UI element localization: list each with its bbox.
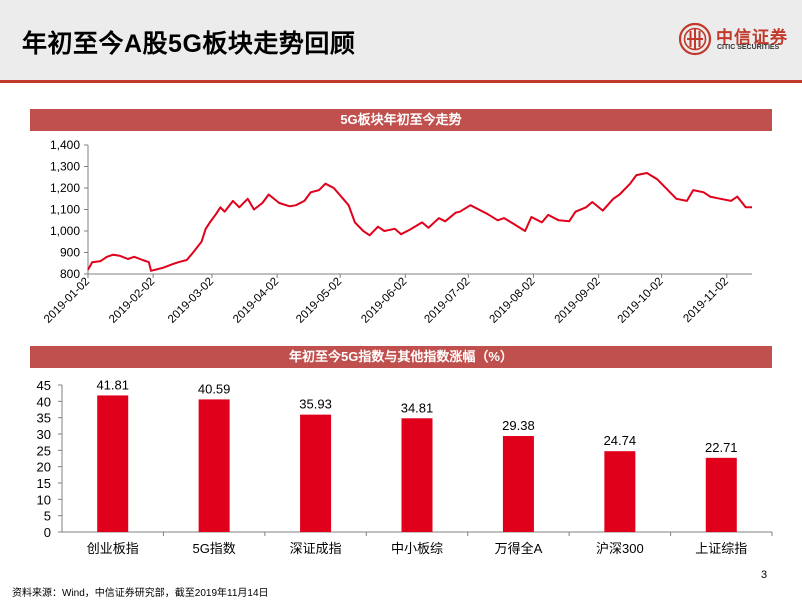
bar-category-label: 创业板指	[87, 541, 139, 556]
bar-chart-y-tick-label: 45	[37, 378, 51, 393]
header-divider	[0, 80, 802, 83]
bar-1	[198, 399, 230, 532]
bar-chart-y-tick-label: 20	[37, 460, 51, 475]
bar-2	[300, 414, 332, 532]
bar-chart-y-tick-label: 0	[44, 525, 51, 540]
line-chart-x-tick-label: 2019-08-02	[488, 276, 538, 326]
bar-category-label: 上证综指	[695, 541, 747, 556]
bar-chart-title: 年初至今5G指数与其他指数涨幅（%）	[30, 346, 772, 368]
bar-4	[502, 436, 534, 532]
line-chart-x-tick-label: 2019-05-02	[294, 276, 344, 326]
bar-value-label: 29.38	[502, 418, 535, 433]
bar-value-label: 40.59	[198, 381, 231, 396]
line-chart-y-tick-label: 1,000	[50, 224, 80, 238]
line-chart-y-tick-label: 800	[60, 267, 80, 281]
line-chart-x-tick-label: 2019-11-02	[681, 276, 730, 325]
line-chart-x-tick-label: 2019-01-02	[42, 276, 92, 326]
bar-chart-y-tick-label: 30	[37, 427, 51, 442]
bar-value-label: 34.81	[401, 400, 434, 415]
line-series-5g-index	[87, 172, 752, 272]
logo-text-cn: 中信证券	[716, 28, 788, 47]
bar-chart-y-tick-label: 35	[37, 411, 51, 426]
line-chart-x-tick-label: 2019-07-02	[422, 276, 472, 326]
line-chart-x-tick-label: 2019-10-02	[616, 276, 666, 326]
header-bar	[0, 0, 802, 80]
bar-chart-y-tick-label: 10	[37, 492, 51, 507]
line-chart-y-tick-label: 1,400	[50, 138, 80, 152]
bar-value-label: 22.71	[705, 440, 738, 455]
line-chart-y-tick-label: 1,200	[50, 181, 80, 195]
line-chart-title: 5G板块年初至今走势	[30, 109, 772, 131]
bar-5	[604, 451, 636, 532]
bar-chart-y-tick-label: 40	[37, 394, 51, 409]
line-chart: 800 900 1,000 1,100 1,200 1,300 1,400 2019-01-0…	[42, 138, 752, 326]
line-chart-y-tick-label: 1,100	[50, 203, 80, 217]
bar-value-label: 41.81	[96, 377, 129, 392]
bar-6	[705, 457, 737, 532]
bar-value-label: 24.74	[604, 433, 637, 448]
source-note: 资料来源：Wind，中信证券研究部，截至2019年11月14日	[12, 588, 269, 599]
page-number: 3	[761, 569, 768, 581]
page-title: 年初至今A股5G板块走势回顾	[22, 30, 356, 58]
line-chart-x-tick-label: 2019-02-02	[107, 276, 157, 326]
bar-category-label: 沪深300	[596, 541, 644, 556]
line-chart-y-tick-label: 1,300	[50, 160, 80, 174]
bar-3	[401, 418, 433, 532]
line-chart-x-tick-label: 2019-06-02	[359, 276, 409, 326]
bar-chart-y-tick-label: 15	[37, 476, 51, 491]
bar-category-label: 中小板综	[391, 541, 443, 556]
line-chart-x-tick-label: 2019-09-02	[553, 276, 603, 326]
bar-chart-y-tick-label: 25	[37, 443, 51, 458]
bar-category-label: 5G指数	[192, 541, 235, 556]
bar-value-label: 35.93	[299, 397, 332, 412]
logo-text-en: CITIC SECURITIES	[717, 44, 780, 51]
line-chart-x-tick-label: 2019-04-02	[231, 276, 281, 326]
bar-0	[97, 395, 129, 532]
line-chart-y-tick-label: 900	[60, 246, 80, 260]
bar-category-label: 万得全A	[495, 541, 543, 556]
bar-chart-y-tick-label: 5	[44, 509, 51, 524]
citic-logo: 中信证券 CITIC SECURITIES	[678, 22, 798, 58]
bar-category-label: 深证成指	[290, 541, 342, 556]
line-chart-x-tick-label: 2019-03-02	[166, 276, 216, 326]
citic-emblem-icon	[678, 22, 712, 56]
